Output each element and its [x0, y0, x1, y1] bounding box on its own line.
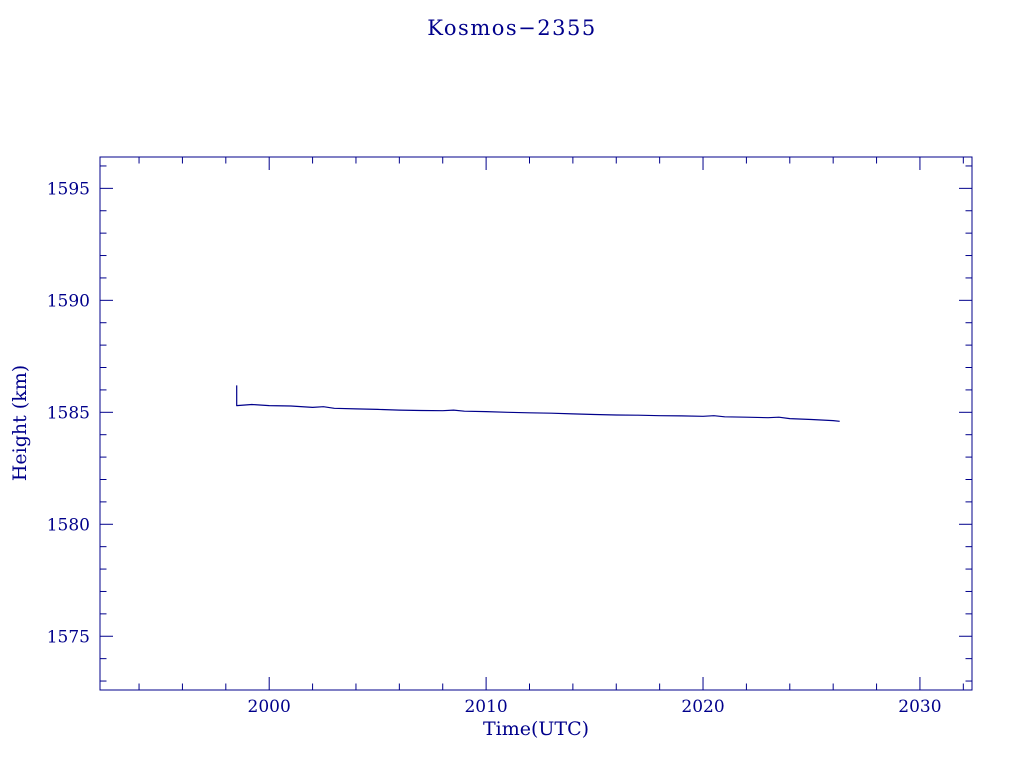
- x-tick-label: 2010: [464, 697, 507, 717]
- plot-frame: [99, 156, 973, 691]
- x-tick-label: 2000: [248, 697, 291, 717]
- y-axis-label: Height (km): [9, 364, 31, 482]
- x-tick-label: 2020: [681, 697, 724, 717]
- y-tick-label: 1585: [47, 403, 90, 423]
- y-tick-label: 1575: [47, 627, 90, 647]
- x-tick-label: 2030: [898, 697, 941, 717]
- x-axis-label: Time(UTC): [482, 718, 590, 740]
- chart-title: Kosmos−2355: [427, 16, 597, 40]
- y-tick-label: 1580: [47, 515, 90, 535]
- y-tick-label: 1590: [47, 291, 90, 311]
- series-line: [236, 385, 840, 422]
- y-tick-label: 1595: [47, 179, 90, 199]
